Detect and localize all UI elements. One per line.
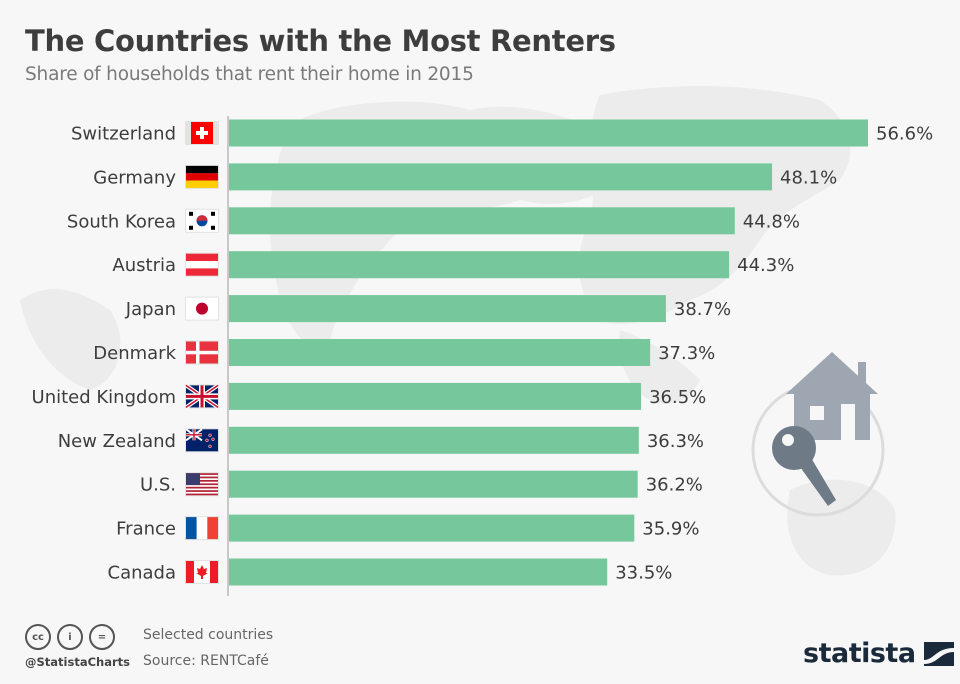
switzerland-flag <box>185 121 219 145</box>
value-label: 48.1% <box>780 167 837 188</box>
bar-row: United Kingdom 36.5% <box>32 382 706 410</box>
bar-row: France 35.9% <box>116 514 699 542</box>
category-label: U.S. <box>140 475 176 496</box>
category-label: South Korea <box>67 211 176 232</box>
value-label: 38.7% <box>674 299 731 320</box>
category-label: New Zealand <box>58 431 176 452</box>
bar-row: Austria 44.3% <box>112 251 794 279</box>
category-label: Germany <box>93 167 176 188</box>
bar-row: Denmark 37.3% <box>93 339 715 366</box>
statista-logo-icon <box>923 641 954 666</box>
bar <box>229 207 735 235</box>
new-zealand-flag <box>185 428 219 453</box>
category-label: Denmark <box>93 343 176 364</box>
nd-icon: = <box>89 624 115 650</box>
statista-wordmark: statista <box>803 638 916 669</box>
value-label: 36.2% <box>646 475 703 496</box>
south-korea-flag <box>185 208 219 233</box>
twitter-handle[interactable]: @StatistaCharts <box>25 655 130 669</box>
bar <box>229 426 639 454</box>
bar-row: Canada 33.5% <box>108 558 672 586</box>
bar <box>229 514 635 542</box>
bar <box>229 295 666 323</box>
bar <box>229 119 868 147</box>
value-label: 37.3% <box>658 343 715 364</box>
category-label: France <box>116 519 176 540</box>
bar <box>229 558 608 586</box>
denmark-flag <box>185 340 219 365</box>
bar-row: New Zealand 36.3% <box>58 426 704 454</box>
category-label: Canada <box>108 563 177 584</box>
category-label: United Kingdom <box>32 387 176 408</box>
value-label: 35.9% <box>642 519 699 540</box>
value-label: 36.3% <box>647 431 704 452</box>
bar <box>229 382 642 410</box>
source-text: Source: RENTCafé <box>143 653 269 669</box>
japan-flag <box>185 296 219 321</box>
bar-row: U.S. 36.2% <box>140 470 703 498</box>
category-label: Switzerland <box>71 124 176 145</box>
category-label: Japan <box>125 299 176 320</box>
germany-flag <box>185 164 219 189</box>
chart-subtitle: Share of households that rent their home… <box>25 64 474 85</box>
value-label: 56.6% <box>876 124 933 145</box>
cc-icon: cc <box>25 624 51 650</box>
value-label: 33.5% <box>615 563 672 584</box>
value-label: 44.8% <box>743 211 800 232</box>
bar-row: Germany 48.1% <box>93 163 837 191</box>
bar <box>229 470 638 498</box>
bar <box>229 163 773 191</box>
canada-flag <box>185 560 219 584</box>
value-label: 36.5% <box>649 387 706 408</box>
france-flag <box>185 516 219 541</box>
bar-row: Switzerland 56.6% <box>71 119 933 147</box>
value-label: 44.3% <box>737 255 794 276</box>
us-flag <box>185 472 219 497</box>
category-label: Austria <box>112 255 176 276</box>
license-icons: cc i = <box>25 624 115 650</box>
footnote: Selected countries <box>143 627 274 643</box>
statista-logo[interactable]: statista <box>803 638 954 669</box>
by-icon: i <box>57 624 83 650</box>
key-icon <box>772 426 836 506</box>
chart-title: The Countries with the Most Renters <box>25 24 616 58</box>
bar-row: Japan 38.7% <box>125 295 731 323</box>
uk-flag <box>184 383 220 410</box>
austria-flag <box>185 252 219 277</box>
house-key-illustration <box>751 352 885 517</box>
bar-row: South Korea 44.8% <box>67 207 800 235</box>
bar <box>229 339 651 366</box>
bar <box>229 251 730 279</box>
